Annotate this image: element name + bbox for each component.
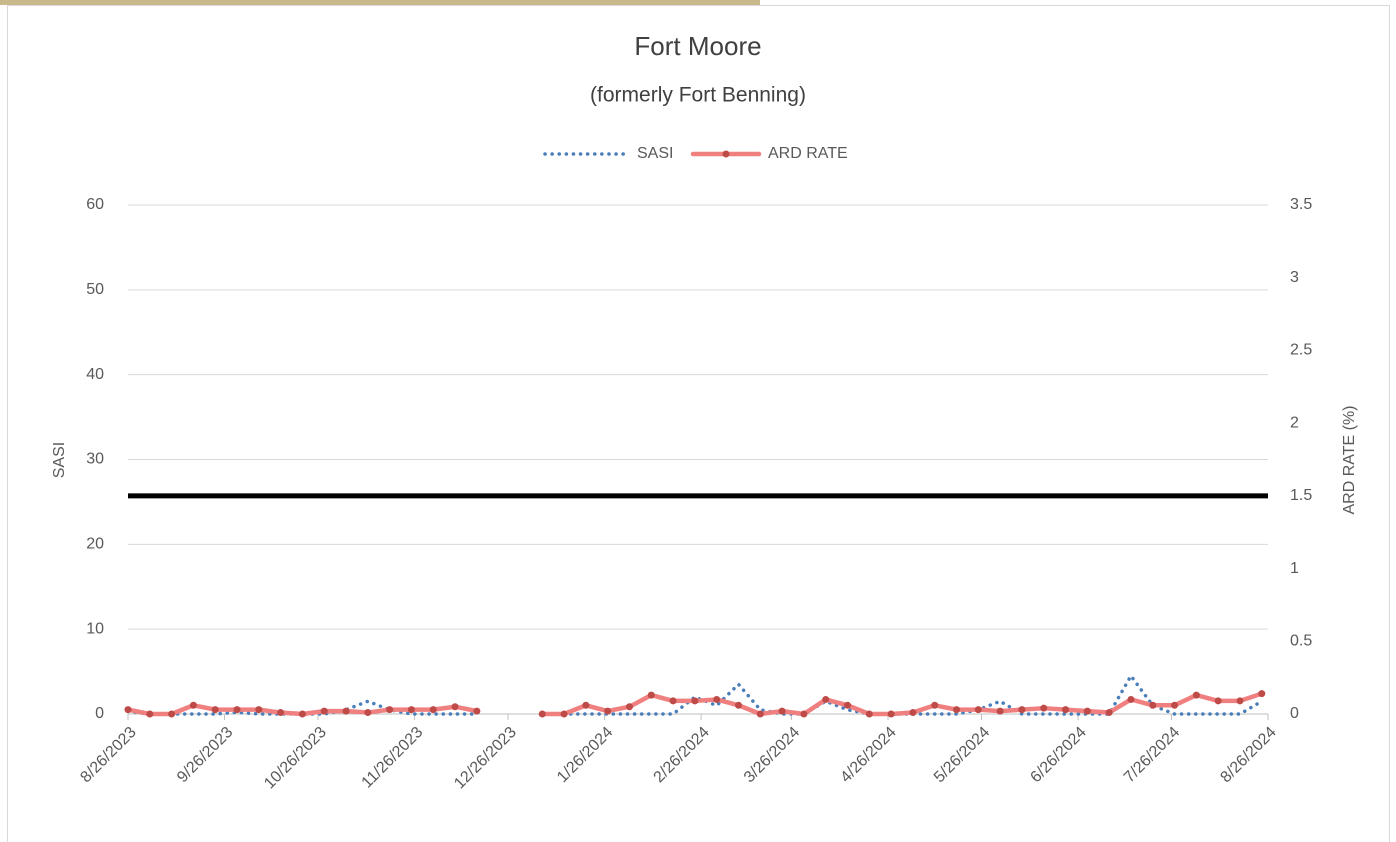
marker xyxy=(647,691,655,699)
marker xyxy=(909,709,917,717)
marker xyxy=(451,703,459,711)
marker xyxy=(560,710,568,718)
marker xyxy=(473,707,481,715)
legend-label: ARD RATE xyxy=(768,145,848,162)
marker xyxy=(1062,706,1070,714)
marker xyxy=(255,706,263,714)
chart-frame xyxy=(7,5,1390,842)
marker xyxy=(1083,707,1091,715)
marker xyxy=(625,703,633,711)
marker xyxy=(691,697,699,705)
marker xyxy=(233,706,241,714)
header-bar xyxy=(0,0,760,5)
marker xyxy=(1040,704,1048,712)
marker xyxy=(800,710,808,718)
marker xyxy=(713,695,721,703)
y-tick-label: 50 xyxy=(86,281,104,298)
marker xyxy=(778,707,786,715)
y-axis-label: SASI xyxy=(51,442,68,478)
y2-axis-label: ARD RATE (%) xyxy=(1341,405,1358,514)
marker xyxy=(865,710,873,718)
marker xyxy=(342,707,350,715)
chart-subtitle: (formerly Fort Benning) xyxy=(590,84,806,107)
y2-tick-label: 2.5 xyxy=(1290,342,1312,359)
y-tick-label: 10 xyxy=(86,620,104,637)
chart-title: Fort Moore xyxy=(634,31,761,61)
marker xyxy=(669,697,677,705)
y-tick-label: 0 xyxy=(95,705,104,722)
marker xyxy=(211,706,219,714)
marker xyxy=(931,701,939,709)
marker xyxy=(1236,697,1244,705)
marker xyxy=(538,710,546,718)
marker xyxy=(1105,709,1113,717)
marker xyxy=(582,701,590,709)
marker xyxy=(822,695,830,703)
y2-tick-label: 2 xyxy=(1290,414,1299,431)
y2-tick-label: 0 xyxy=(1290,705,1299,722)
y2-tick-label: 1 xyxy=(1290,560,1299,577)
y2-tick-label: 0.5 xyxy=(1290,633,1312,650)
marker xyxy=(168,710,176,718)
marker xyxy=(1149,701,1157,709)
y2-tick-label: 1.5 xyxy=(1290,487,1312,504)
marker xyxy=(407,706,415,714)
marker xyxy=(146,710,154,718)
marker xyxy=(298,710,306,718)
y2-tick-label: 3 xyxy=(1290,269,1299,286)
marker xyxy=(953,706,961,714)
marker xyxy=(734,701,742,709)
marker xyxy=(756,710,764,718)
y2-tick-label: 3.5 xyxy=(1290,196,1312,213)
marker xyxy=(887,710,895,718)
marker xyxy=(974,706,982,714)
legend-marker xyxy=(722,150,730,158)
marker xyxy=(1258,690,1266,698)
marker xyxy=(996,707,1004,715)
marker xyxy=(1171,701,1179,709)
marker xyxy=(277,709,285,717)
y-tick-label: 30 xyxy=(86,451,104,468)
marker xyxy=(1127,695,1135,703)
y-tick-label: 40 xyxy=(86,366,104,383)
marker xyxy=(1018,706,1026,714)
marker xyxy=(189,701,197,709)
marker xyxy=(429,706,437,714)
marker xyxy=(844,701,852,709)
marker xyxy=(604,707,612,715)
marker xyxy=(1192,691,1200,699)
marker xyxy=(364,709,372,717)
marker xyxy=(1214,697,1222,705)
y-tick-label: 20 xyxy=(86,536,104,553)
marker xyxy=(124,706,132,714)
y-tick-label: 60 xyxy=(86,196,104,213)
marker xyxy=(320,707,328,715)
marker xyxy=(386,706,394,714)
legend-label: SASI xyxy=(637,145,673,162)
series-line xyxy=(126,674,1264,716)
